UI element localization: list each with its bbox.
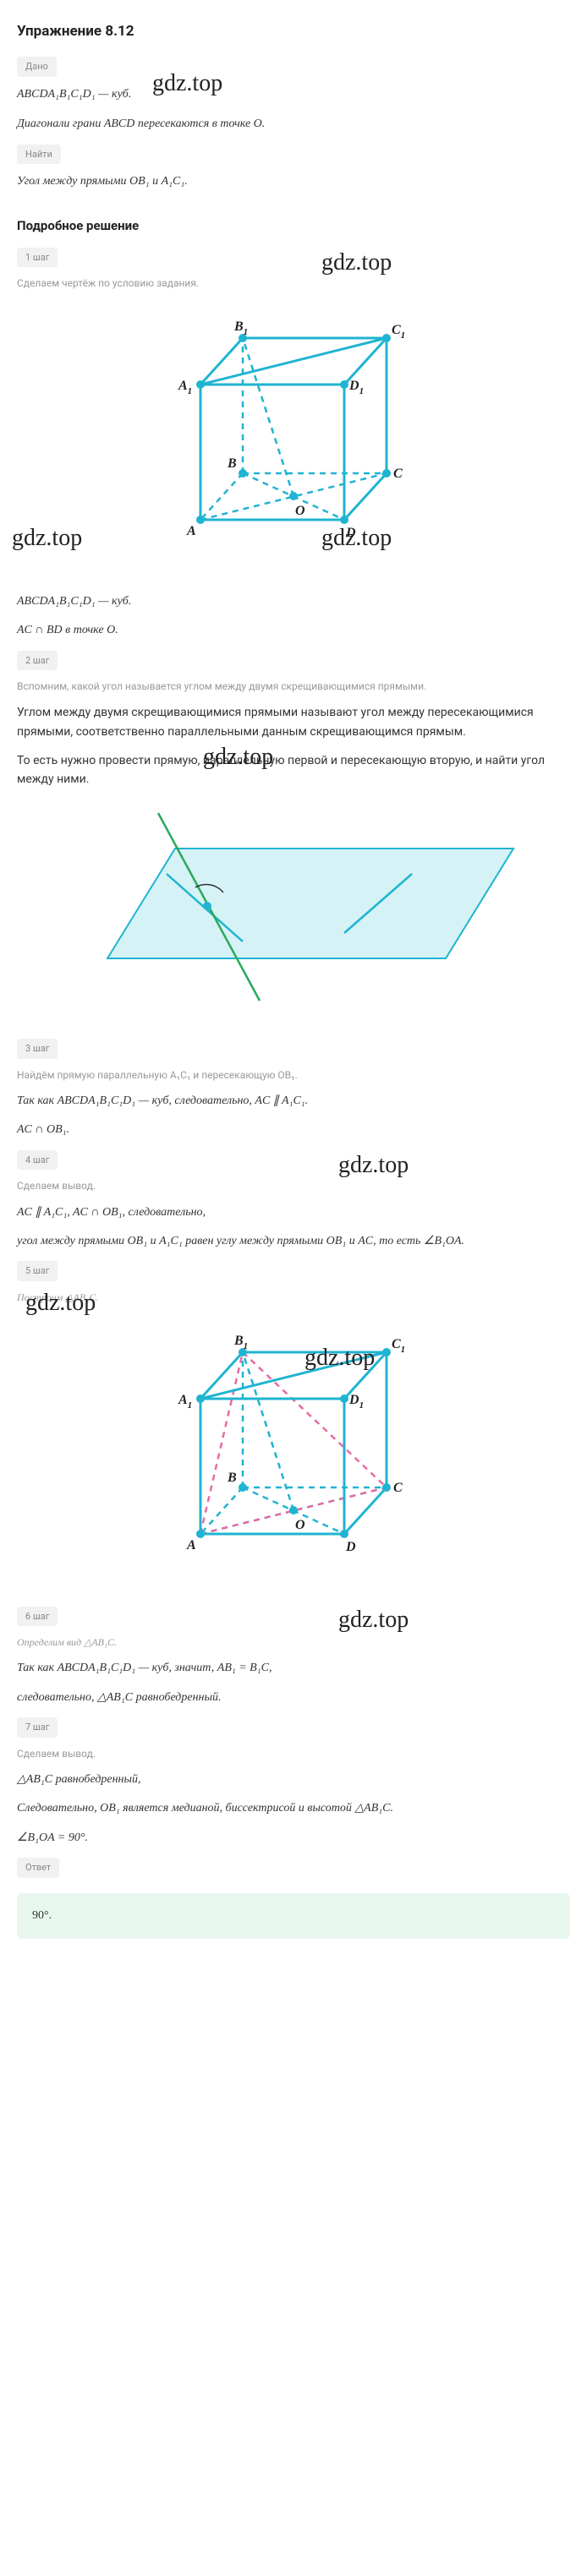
step4-intro: Сделаем вывод. — [17, 1178, 570, 1194]
given-line1: ABCDA₁B₁C₁D₁ — куб. — [17, 85, 570, 104]
step7-p3: ∠B₁OA = 90°. — [17, 1829, 570, 1847]
step3-p2: AC ∩ OB₁. — [17, 1121, 570, 1139]
tag-find: Найти — [17, 145, 61, 165]
svg-text:C: C — [393, 1481, 403, 1495]
svg-text:B: B — [227, 1471, 237, 1485]
step3-intro: Найдём прямую параллельную A₁C₁ и пересе… — [17, 1067, 570, 1083]
plane-figure — [17, 806, 570, 1015]
step1-intro: Сделаем чертёж по условию задания. — [17, 276, 570, 292]
svg-text:O: O — [295, 1518, 305, 1532]
step7-p2: Следовательно, OB₁ является медианой, би… — [17, 1799, 570, 1818]
tag-step5: 5 шаг — [17, 1261, 58, 1281]
svg-text:D: D — [345, 526, 356, 540]
svg-text:A: A — [186, 1538, 196, 1553]
step1-line1: ABCDA₁B₁C₁D₁ — куб. — [17, 592, 570, 611]
step2-intro: Вспомним, какой угол называется углом ме… — [17, 679, 570, 695]
svg-text:O: O — [295, 504, 305, 518]
step6-intro: Определим вид △AB₁C. — [17, 1635, 570, 1651]
step3-p1: Так как ABCDA₁B₁C₁D₁ — куб, следовательн… — [17, 1092, 570, 1111]
solution-heading: Подробное решение — [17, 216, 570, 236]
step4-p2: угол между прямыми OB₁ и A₁C₁ равен углу… — [17, 1232, 570, 1251]
step5-intro: Построим △AB₁C. — [17, 1290, 570, 1306]
svg-text:D1: D1 — [348, 379, 364, 396]
svg-text:A: A — [186, 524, 196, 538]
exercise-title: Упражнение 8.12 — [17, 20, 570, 43]
tag-step3: 3 шаг — [17, 1039, 58, 1059]
cube-figure-2: A D C B A1 D1 C1 B1 O gdz.top — [17, 1323, 570, 1582]
watermark: gdz.top — [338, 1602, 409, 1640]
tag-step1: 1 шаг — [17, 248, 58, 268]
tag-given: Дано — [17, 57, 57, 77]
given-line2-text: Диагонали грани ABCD пересекаются в точк… — [17, 117, 265, 130]
svg-text:B: B — [227, 456, 237, 471]
answer-box: 90°. — [17, 1893, 570, 1939]
svg-text:A1: A1 — [178, 379, 192, 396]
step7-p1: △AB₁C равнобедренный, — [17, 1771, 570, 1789]
step4-p1: AC ∥ A₁C₁, AC ∩ OB₁, следовательно, — [17, 1203, 570, 1222]
find-line: Угол между прямыми OB₁ и A₁C₁. — [17, 172, 570, 191]
svg-text:C1: C1 — [392, 323, 405, 341]
step2-p1: Углом между двумя скрещивающимися прямым… — [17, 703, 570, 741]
tag-step2: 2 шаг — [17, 651, 58, 671]
given-line2: Диагонали грани ABCD пересекаются в точк… — [17, 114, 570, 134]
cube-figure-1: A D C B A1 D1 C1 B1 O gdz.top gdz.top — [17, 308, 570, 568]
svg-text:C: C — [393, 467, 403, 481]
svg-text:A1: A1 — [178, 1393, 192, 1411]
tag-step7: 7 шаг — [17, 1717, 58, 1738]
svg-text:C1: C1 — [392, 1337, 405, 1355]
step6-p1: Так как ABCDA₁B₁C₁D₁ — куб, значит, AB₁ … — [17, 1659, 570, 1678]
step1-line2: AC ∩ BD в точке O. — [17, 621, 570, 640]
watermark: gdz.top — [12, 520, 82, 558]
step2-p2: То есть нужно провести прямую, параллель… — [17, 751, 570, 789]
answer-value: 90°. — [32, 1909, 52, 1922]
tag-step4: 4 шаг — [17, 1150, 58, 1171]
tag-answer: Ответ — [17, 1858, 59, 1878]
svg-text:D: D — [345, 1540, 356, 1554]
svg-text:D1: D1 — [348, 1393, 364, 1411]
step6-p2: следовательно, △AB₁C равнобедренный. — [17, 1689, 570, 1707]
tag-step6: 6 шаг — [17, 1607, 58, 1627]
step7-intro: Сделаем вывод. — [17, 1746, 570, 1762]
